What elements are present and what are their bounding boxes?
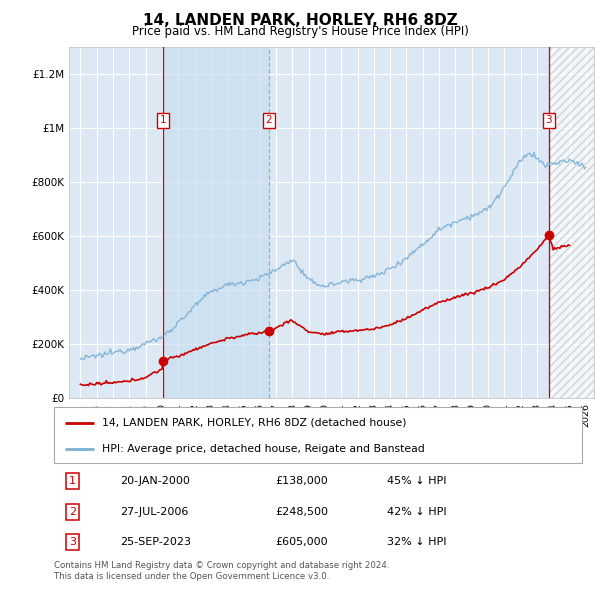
Text: 32% ↓ HPI: 32% ↓ HPI [386,537,446,548]
Text: £605,000: £605,000 [276,537,328,548]
Text: £248,500: £248,500 [276,507,329,517]
Text: 14, LANDEN PARK, HORLEY, RH6 8DZ (detached house): 14, LANDEN PARK, HORLEY, RH6 8DZ (detach… [101,418,406,428]
Text: 3: 3 [69,537,76,548]
Text: 45% ↓ HPI: 45% ↓ HPI [386,476,446,486]
Text: 25-SEP-2023: 25-SEP-2023 [120,537,191,548]
Text: 1: 1 [69,476,76,486]
Text: 14, LANDEN PARK, HORLEY, RH6 8DZ: 14, LANDEN PARK, HORLEY, RH6 8DZ [143,13,457,28]
Text: Contains HM Land Registry data © Crown copyright and database right 2024.: Contains HM Land Registry data © Crown c… [54,560,389,569]
Text: 27-JUL-2006: 27-JUL-2006 [120,507,188,517]
Text: Price paid vs. HM Land Registry's House Price Index (HPI): Price paid vs. HM Land Registry's House … [131,25,469,38]
Text: 1: 1 [160,115,166,125]
FancyBboxPatch shape [54,407,582,463]
Text: 2: 2 [69,507,76,517]
Text: 3: 3 [545,115,552,125]
Bar [549,47,594,398]
Text: This data is licensed under the Open Government Licence v3.0.: This data is licensed under the Open Gov… [54,572,329,581]
Text: 20-JAN-2000: 20-JAN-2000 [120,476,190,486]
Text: 2: 2 [266,115,272,125]
Text: 42% ↓ HPI: 42% ↓ HPI [386,507,446,517]
Text: HPI: Average price, detached house, Reigate and Banstead: HPI: Average price, detached house, Reig… [101,444,424,454]
Text: £138,000: £138,000 [276,476,329,486]
Bar [163,47,269,398]
